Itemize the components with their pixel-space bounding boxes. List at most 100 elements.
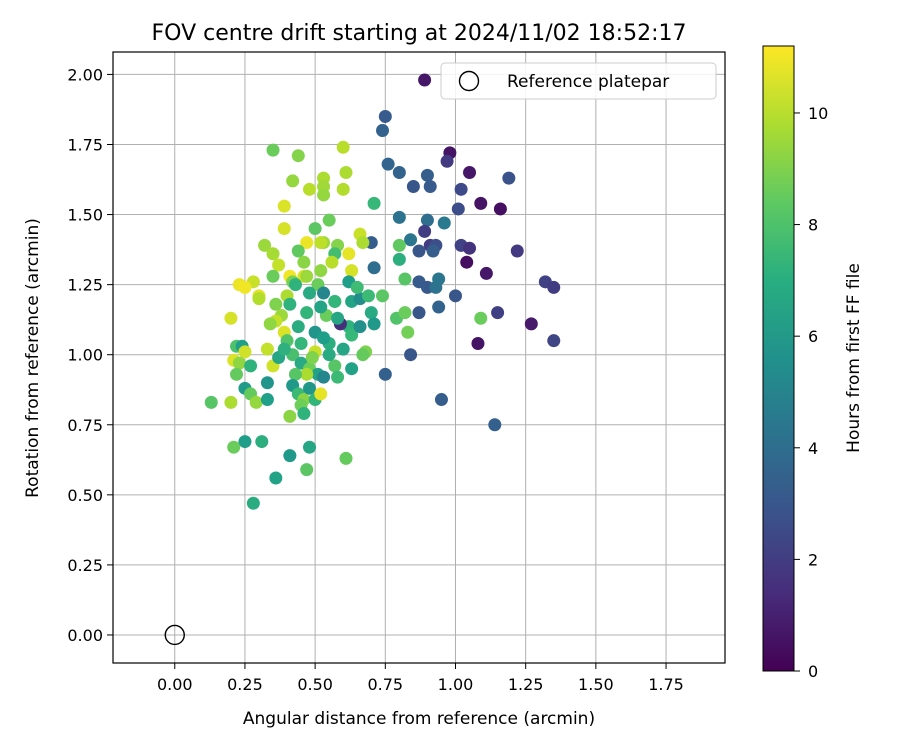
data-point bbox=[460, 255, 474, 269]
data-point bbox=[378, 109, 392, 123]
data-point bbox=[392, 210, 406, 224]
data-point bbox=[412, 244, 426, 258]
data-point bbox=[300, 463, 314, 477]
data-point bbox=[277, 222, 291, 236]
y-tick-label: 0.50 bbox=[67, 486, 103, 505]
data-point bbox=[238, 435, 252, 449]
colorbar-ticks: 0 2 4 6 8 10 bbox=[794, 104, 828, 681]
y-tick-label: 0.25 bbox=[67, 556, 103, 575]
y-tick-label: 1.00 bbox=[67, 346, 103, 365]
colorbar-tick-label: 4 bbox=[808, 439, 818, 458]
data-point bbox=[260, 376, 274, 390]
data-point bbox=[364, 306, 378, 320]
data-point bbox=[510, 244, 524, 258]
data-point bbox=[269, 471, 283, 485]
data-point bbox=[244, 359, 258, 373]
plot-frame bbox=[112, 51, 726, 664]
legend-box bbox=[440, 62, 717, 100]
data-point bbox=[322, 213, 336, 227]
data-point bbox=[288, 278, 302, 292]
y-axis-ticks: 0.00 0.25 0.50 0.75 1.00 1.25 1.50 1.75 2.00 bbox=[67, 65, 113, 645]
data-point bbox=[277, 199, 291, 213]
data-point bbox=[277, 342, 291, 356]
x-axis-label: Angular distance from reference (arcmin) bbox=[243, 709, 595, 729]
data-point bbox=[336, 342, 350, 356]
data-point bbox=[322, 348, 336, 362]
data-point bbox=[367, 261, 381, 275]
data-point bbox=[479, 266, 493, 280]
data-point bbox=[392, 166, 406, 180]
data-point bbox=[255, 435, 269, 449]
data-point bbox=[266, 247, 280, 261]
data-point bbox=[291, 244, 305, 258]
x-tick-label: 1.75 bbox=[648, 675, 684, 694]
data-point bbox=[474, 311, 488, 325]
grid bbox=[113, 52, 725, 663]
data-point bbox=[339, 166, 353, 180]
data-point bbox=[426, 244, 440, 258]
data-point bbox=[263, 317, 277, 331]
data-point bbox=[401, 325, 415, 339]
data-point bbox=[291, 320, 305, 334]
data-point bbox=[406, 180, 420, 194]
data-point bbox=[224, 311, 238, 325]
data-point bbox=[260, 393, 274, 407]
y-tick-label: 2.00 bbox=[67, 65, 103, 84]
data-point bbox=[398, 306, 412, 320]
data-point bbox=[367, 317, 381, 331]
data-point bbox=[345, 362, 359, 376]
data-point bbox=[463, 166, 477, 180]
x-tick-label: 1.25 bbox=[508, 675, 544, 694]
data-point bbox=[303, 381, 317, 395]
data-point bbox=[297, 407, 311, 421]
data-point bbox=[232, 356, 246, 370]
data-point bbox=[317, 331, 331, 345]
colorbar-tick-label: 6 bbox=[808, 327, 818, 346]
data-point bbox=[404, 348, 418, 362]
legend-label-reference: Reference platepar bbox=[507, 72, 669, 92]
colorbar-label: Hours from first FF file bbox=[844, 263, 864, 453]
data-point bbox=[266, 143, 280, 157]
data-point bbox=[303, 286, 317, 300]
x-tick-label: 0.25 bbox=[227, 675, 263, 694]
y-tick-label: 0.75 bbox=[67, 416, 103, 435]
data-point bbox=[367, 196, 381, 210]
data-point bbox=[314, 300, 328, 314]
data-point bbox=[356, 236, 370, 250]
data-point bbox=[547, 334, 561, 348]
data-point bbox=[291, 149, 305, 163]
data-point bbox=[336, 140, 350, 154]
data-point bbox=[437, 216, 451, 230]
data-point bbox=[451, 202, 465, 216]
colorbar-gradient bbox=[762, 45, 795, 672]
data-point bbox=[423, 180, 437, 194]
x-tick-label: 1.00 bbox=[438, 675, 474, 694]
data-point bbox=[356, 348, 370, 362]
data-point bbox=[204, 395, 218, 409]
data-point bbox=[339, 451, 353, 465]
data-point bbox=[418, 224, 432, 238]
data-point bbox=[345, 264, 359, 278]
data-point bbox=[392, 238, 406, 252]
data-point bbox=[266, 269, 280, 283]
data-point bbox=[303, 440, 317, 454]
data-point bbox=[294, 336, 308, 350]
data-point bbox=[336, 182, 350, 196]
data-point bbox=[392, 252, 406, 266]
data-point bbox=[434, 393, 448, 407]
data-point bbox=[308, 222, 322, 236]
y-tick-label: 0.00 bbox=[67, 626, 103, 645]
data-point bbox=[524, 317, 538, 331]
data-point bbox=[300, 367, 314, 381]
data-point bbox=[502, 171, 516, 185]
data-point bbox=[448, 289, 462, 303]
data-point bbox=[378, 367, 392, 381]
data-point bbox=[283, 449, 297, 463]
data-point bbox=[224, 395, 238, 409]
colorbar-tick-label: 8 bbox=[808, 216, 818, 235]
data-point bbox=[300, 306, 314, 320]
data-point bbox=[331, 370, 345, 384]
data-point bbox=[493, 202, 507, 216]
data-point bbox=[353, 320, 367, 334]
data-point bbox=[260, 342, 274, 356]
